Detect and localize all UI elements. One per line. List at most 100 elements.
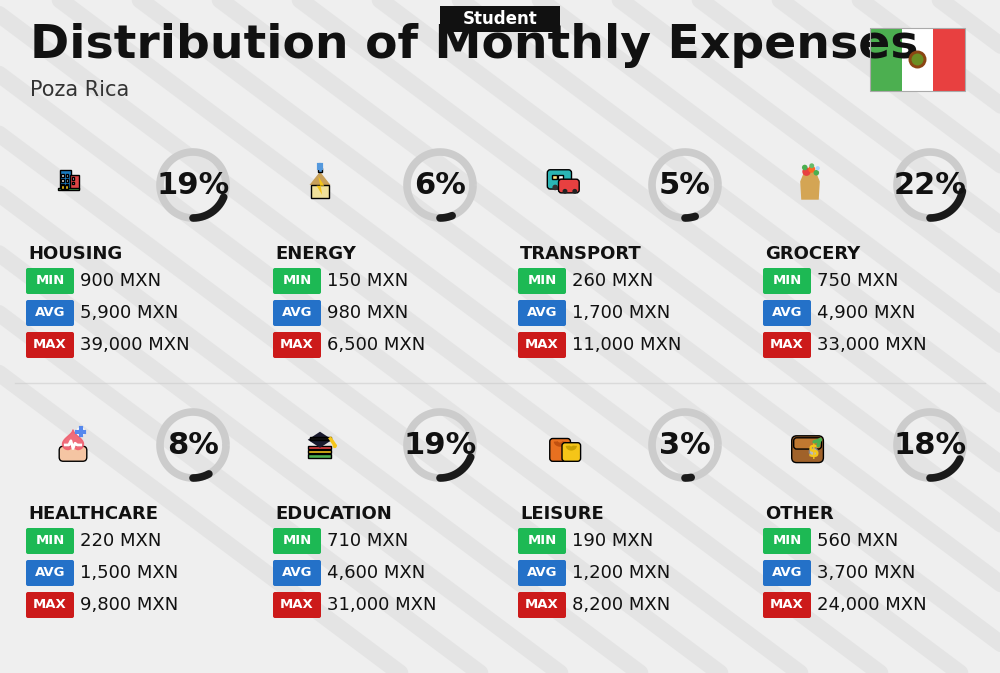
Text: 11,000 MXN: 11,000 MXN (572, 336, 681, 354)
Text: MIN: MIN (772, 275, 802, 287)
Text: MAX: MAX (280, 339, 314, 351)
FancyBboxPatch shape (308, 450, 330, 454)
Text: AVG: AVG (282, 567, 312, 579)
FancyBboxPatch shape (273, 268, 321, 294)
Text: LEISURE: LEISURE (520, 505, 604, 523)
Text: MIN: MIN (282, 534, 312, 548)
FancyBboxPatch shape (518, 300, 566, 326)
FancyBboxPatch shape (61, 185, 64, 188)
FancyBboxPatch shape (518, 268, 566, 294)
FancyBboxPatch shape (70, 174, 79, 188)
FancyBboxPatch shape (65, 185, 68, 188)
FancyBboxPatch shape (61, 179, 64, 182)
FancyBboxPatch shape (273, 332, 321, 358)
Text: MAX: MAX (525, 598, 559, 612)
Text: AVG: AVG (35, 306, 65, 320)
Text: MAX: MAX (770, 339, 804, 351)
Text: 5,900 MXN: 5,900 MXN (80, 304, 178, 322)
Text: 19%: 19% (403, 431, 477, 460)
Text: MIN: MIN (282, 275, 312, 287)
Polygon shape (800, 170, 820, 200)
FancyBboxPatch shape (318, 168, 322, 172)
Text: 8,200 MXN: 8,200 MXN (572, 596, 670, 614)
Text: TRANSPORT: TRANSPORT (520, 245, 642, 263)
Text: GROCERY: GROCERY (765, 245, 860, 263)
Text: MAX: MAX (33, 339, 67, 351)
Circle shape (816, 166, 820, 170)
Text: AVG: AVG (527, 567, 557, 579)
FancyBboxPatch shape (60, 170, 71, 188)
Text: 900 MXN: 900 MXN (80, 272, 161, 290)
Text: AVG: AVG (772, 306, 802, 320)
Text: HOUSING: HOUSING (28, 245, 122, 263)
Text: 22%: 22% (894, 170, 966, 199)
Text: Student: Student (463, 10, 537, 28)
Text: 220 MXN: 220 MXN (80, 532, 161, 550)
FancyBboxPatch shape (550, 439, 570, 461)
Text: 750 MXN: 750 MXN (817, 272, 898, 290)
Circle shape (809, 447, 818, 457)
Text: Distribution of Monthly Expenses: Distribution of Monthly Expenses (30, 22, 918, 67)
Text: 980 MXN: 980 MXN (327, 304, 408, 322)
FancyBboxPatch shape (273, 528, 321, 554)
Text: 1,200 MXN: 1,200 MXN (572, 564, 670, 582)
Text: MAX: MAX (770, 598, 804, 612)
Text: MIN: MIN (35, 275, 65, 287)
Text: Poza Rica: Poza Rica (30, 80, 129, 100)
Text: 560 MXN: 560 MXN (817, 532, 898, 550)
FancyBboxPatch shape (558, 179, 579, 193)
FancyBboxPatch shape (870, 28, 902, 91)
Text: AVG: AVG (35, 567, 65, 579)
Circle shape (810, 448, 817, 456)
Polygon shape (310, 172, 330, 185)
Text: $: $ (808, 443, 819, 461)
Circle shape (563, 184, 568, 190)
FancyBboxPatch shape (558, 174, 563, 180)
Text: MAX: MAX (33, 598, 67, 612)
FancyBboxPatch shape (72, 182, 74, 184)
Circle shape (802, 168, 811, 176)
Text: 8%: 8% (167, 431, 219, 460)
FancyBboxPatch shape (66, 179, 68, 182)
FancyBboxPatch shape (66, 174, 68, 176)
FancyBboxPatch shape (59, 446, 87, 461)
Text: AVG: AVG (527, 306, 557, 320)
FancyBboxPatch shape (794, 438, 821, 449)
Text: MIN: MIN (35, 534, 65, 548)
FancyBboxPatch shape (273, 560, 321, 586)
Text: 24,000 MXN: 24,000 MXN (817, 596, 927, 614)
FancyBboxPatch shape (58, 188, 79, 190)
Text: ENERGY: ENERGY (275, 245, 356, 263)
Polygon shape (308, 431, 332, 448)
Circle shape (814, 170, 819, 176)
Text: 39,000 MXN: 39,000 MXN (80, 336, 190, 354)
FancyBboxPatch shape (26, 592, 74, 618)
Text: 3%: 3% (659, 431, 711, 460)
FancyBboxPatch shape (518, 560, 566, 586)
FancyBboxPatch shape (310, 437, 330, 440)
Text: 1,500 MXN: 1,500 MXN (80, 564, 178, 582)
Text: 260 MXN: 260 MXN (572, 272, 653, 290)
FancyBboxPatch shape (26, 332, 74, 358)
FancyBboxPatch shape (61, 184, 64, 186)
Text: MIN: MIN (527, 275, 557, 287)
FancyBboxPatch shape (26, 560, 74, 586)
FancyBboxPatch shape (792, 436, 823, 462)
Circle shape (76, 427, 85, 436)
Text: EDUCATION: EDUCATION (275, 505, 392, 523)
FancyBboxPatch shape (273, 592, 321, 618)
FancyBboxPatch shape (933, 28, 965, 91)
FancyBboxPatch shape (26, 528, 74, 554)
Circle shape (552, 184, 558, 190)
FancyBboxPatch shape (518, 592, 566, 618)
Text: 150 MXN: 150 MXN (327, 272, 408, 290)
Text: 33,000 MXN: 33,000 MXN (817, 336, 927, 354)
FancyBboxPatch shape (440, 6, 560, 32)
FancyBboxPatch shape (518, 528, 566, 554)
FancyBboxPatch shape (763, 560, 811, 586)
Circle shape (908, 50, 926, 69)
FancyBboxPatch shape (26, 268, 74, 294)
Text: 1,700 MXN: 1,700 MXN (572, 304, 670, 322)
Circle shape (912, 53, 924, 65)
FancyBboxPatch shape (562, 443, 581, 461)
